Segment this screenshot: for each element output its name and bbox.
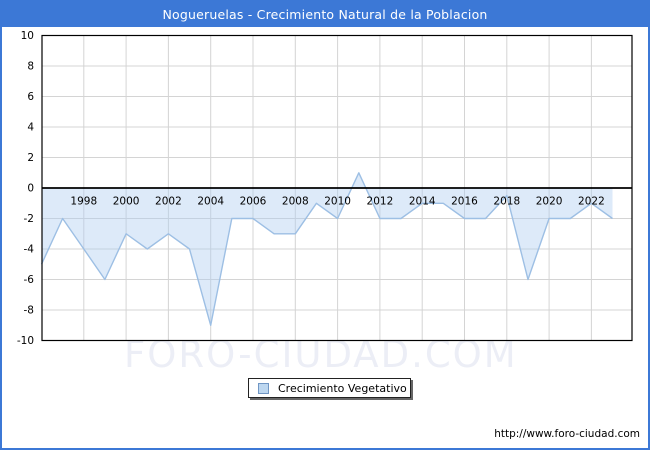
- y-axis-labels: 10 8 6 4 2 0 -2 -4 -6 -8 -10: [17, 30, 34, 347]
- x-axis-labels: 1998 2000 2002 2004 2006 2008 2010 2012 2014 2016…: [70, 196, 604, 208]
- svg-text:2: 2: [27, 152, 34, 164]
- svg-text:4: 4: [27, 122, 34, 134]
- area-series-line: [40, 172, 613, 326]
- svg-text:0: 0: [27, 183, 34, 195]
- svg-text:2020: 2020: [536, 196, 563, 208]
- svg-text:8: 8: [27, 61, 34, 73]
- svg-text:-6: -6: [24, 274, 35, 286]
- svg-text:2018: 2018: [493, 196, 520, 208]
- svg-text:2002: 2002: [155, 196, 182, 208]
- svg-text:2006: 2006: [240, 196, 267, 208]
- legend-label: Crecimiento Vegetativo: [278, 381, 407, 395]
- svg-text:6: 6: [27, 91, 34, 103]
- svg-text:2000: 2000: [113, 196, 140, 208]
- area-series-fill: [41, 172, 613, 326]
- plot-border: [41, 34, 633, 342]
- svg-text:-2: -2: [24, 213, 34, 225]
- svg-text:2010: 2010: [324, 196, 351, 208]
- title-bar: Nogueruelas - Crecimiento Natural de la …: [2, 2, 648, 27]
- page-title: Nogueruelas - Crecimiento Natural de la …: [162, 7, 488, 22]
- svg-text:-10: -10: [17, 335, 34, 347]
- svg-text:2016: 2016: [451, 196, 478, 208]
- source-url: http://www.foro-ciudad.com: [494, 428, 640, 440]
- svg-text:1998: 1998: [70, 196, 97, 208]
- svg-text:2014: 2014: [409, 196, 436, 208]
- svg-text:10: 10: [21, 30, 34, 42]
- svg-text:2008: 2008: [282, 196, 309, 208]
- svg-text:2022: 2022: [578, 196, 605, 208]
- legend-box: Crecimiento Vegetativo: [248, 378, 411, 398]
- svg-text:-4: -4: [24, 244, 35, 256]
- svg-text:2012: 2012: [367, 196, 394, 208]
- legend-swatch-icon: [258, 382, 269, 394]
- svg-text:-8: -8: [24, 305, 34, 317]
- svg-text:2004: 2004: [197, 196, 224, 208]
